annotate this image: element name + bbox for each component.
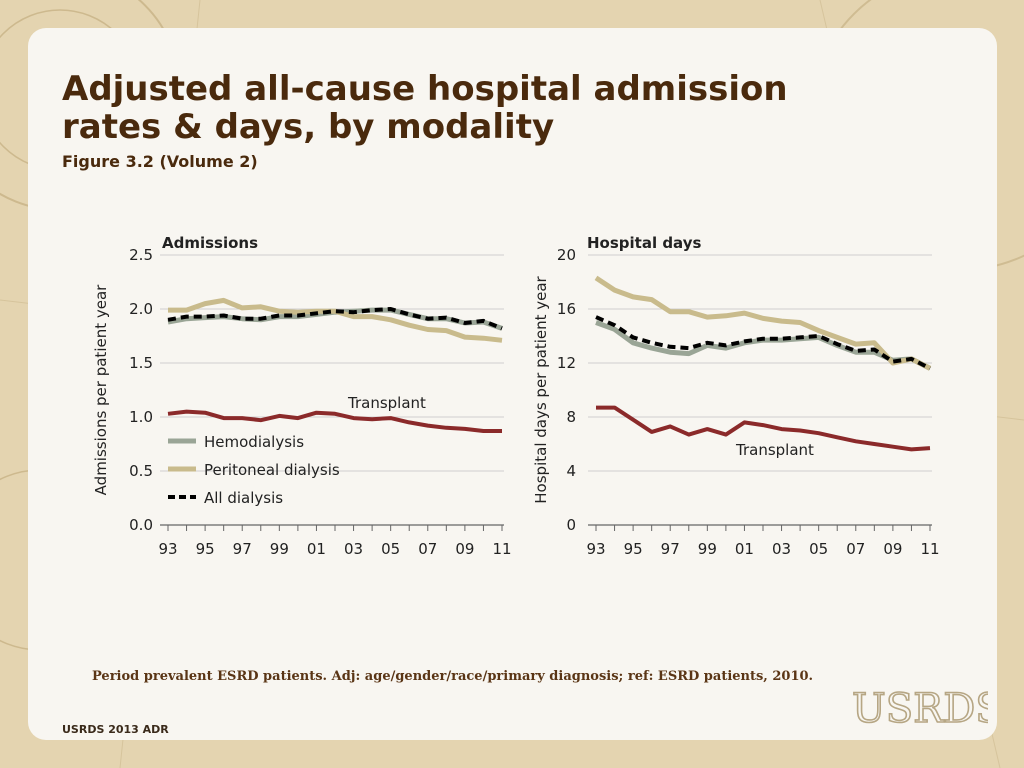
admissions-y-tick-label: 0.5: [129, 462, 153, 480]
admissions-x-tick-label: 07: [418, 540, 437, 558]
admissions-y-tick-label: 1.5: [129, 354, 153, 372]
legend-label-all-dialysis: All dialysis: [204, 489, 283, 507]
legend-label-peritoneal: Peritoneal dialysis: [204, 461, 340, 479]
admissions-y-tick-label: 1.0: [129, 408, 153, 426]
admissions-x-tick-label: 05: [381, 540, 400, 558]
page-title: Adjusted all-cause hospital admission ra…: [62, 69, 788, 147]
hospital-days-x-tick-label: 03: [772, 540, 791, 558]
admissions-y-tick-label: 0.0: [129, 516, 153, 534]
hospital-days-chart-title: Hospital days: [587, 234, 701, 252]
hospital-days-x-tick-label: 05: [809, 540, 828, 558]
hospital-days-y-tick-label: 20: [557, 246, 576, 264]
admissions-x-tick-label: 99: [270, 540, 289, 558]
admissions-y-tick-label: 2.0: [129, 300, 153, 318]
hospital-days-y-ticks: 0 4 8 12 16 20: [557, 246, 576, 534]
hospital-days-y-tick-label: 4: [566, 462, 576, 480]
hospital-days-series: [594, 275, 932, 452]
admissions-transplant-annotation: Transplant: [347, 394, 426, 412]
footnote: Period prevalent ESRD patients. Adj: age…: [92, 669, 814, 684]
admissions-x-tick-label: 97: [233, 540, 252, 558]
admissions-legend: Hemodialysis Peritoneal dialysis All dia…: [168, 433, 340, 507]
admissions-chart: Admissions 0.0 0.5 1.0 1.5 2.0 2.5 93 95 97 99 01…: [92, 234, 512, 558]
hospital-days-y-tick-label: 12: [557, 354, 576, 372]
hospital-days-x-tick-label: 93: [586, 540, 605, 558]
content-panel: [28, 28, 997, 740]
hospital-days-x-tick-label: 97: [661, 540, 680, 558]
admissions-x-tick-label: 03: [344, 540, 363, 558]
legend-label-hemodialysis: Hemodialysis: [204, 433, 304, 451]
hospital-days-gridlines: [588, 254, 932, 526]
hospital-days-x-tick-label: 11: [920, 540, 939, 558]
usrds-logo-text: USRDS: [852, 686, 988, 732]
figure-subtitle: Figure 3.2 (Volume 2): [62, 152, 258, 171]
hospital-days-x-tick-label: 07: [846, 540, 865, 558]
admissions-x-tick-label: 11: [492, 540, 511, 558]
admissions-y-tick-label: 2.5: [129, 246, 153, 264]
admissions-x-tick-label: 93: [158, 540, 177, 558]
hospital-days-y-tick-label: 8: [566, 408, 576, 426]
hospital-days-x-tick-label: 95: [624, 540, 643, 558]
admissions-y-axis-label: Admissions per patient year: [92, 284, 110, 495]
hospital-days-series-transplant: [596, 405, 931, 452]
admissions-series-all-dialysis: [167, 307, 503, 331]
hospital-days-transplant-annotation: Transplant: [735, 441, 814, 459]
admissions-series-transplant: [167, 409, 502, 433]
hospital-days-x-tick-label: 01: [735, 540, 754, 558]
hospital-days-chart: Hospital days 0 4 8 12 16 20 93 95 97 99 01 03 05 07…: [532, 234, 940, 558]
admissions-x-ticks: 93 95 97 99 01 03 05 07 09 11: [158, 525, 512, 558]
hospital-days-y-tick-label: 0: [566, 516, 576, 534]
admissions-x-tick-label: 95: [196, 540, 215, 558]
admissions-y-ticks: 0.0 0.5 1.0 1.5 2.0 2.5: [129, 246, 153, 534]
admissions-series-peritoneal-dialysis: [168, 297, 503, 343]
admissions-x-tick-label: 01: [307, 540, 326, 558]
hospital-days-series-all-dialysis: [595, 315, 931, 371]
hospital-days-y-axis-label: Hospital days per patient year: [532, 275, 550, 503]
hospital-days-x-ticks: 93 95 97 99 01 03 05 07 09 11: [586, 525, 940, 558]
hospital-days-x-tick-label: 99: [698, 540, 717, 558]
admissions-series: [167, 297, 503, 433]
hospital-days-y-tick-label: 16: [557, 300, 576, 318]
admissions-gridlines: [160, 254, 504, 526]
hospital-days-series-peritoneal-dialysis: [594, 275, 932, 371]
admissions-x-tick-label: 09: [455, 540, 474, 558]
footer-source: USRDS 2013 ADR: [62, 723, 169, 736]
admissions-chart-title: Admissions: [162, 234, 258, 252]
usrds-logo: USRDS: [851, 685, 988, 733]
hospital-days-x-tick-label: 09: [883, 540, 902, 558]
